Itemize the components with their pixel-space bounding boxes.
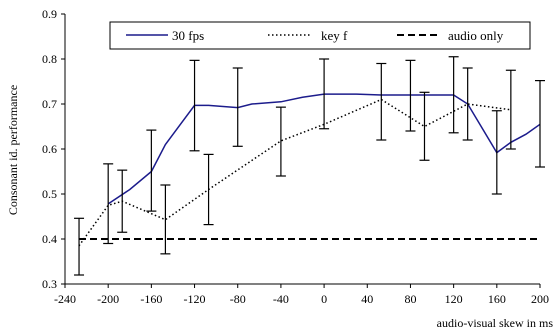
error-bar (535, 79, 545, 168)
error-bar (319, 58, 330, 130)
x-tick-label: 120 (445, 292, 463, 306)
x-tick-label: -160 (140, 292, 162, 306)
y-tick-label: 0.5 (42, 187, 57, 201)
error-bar (189, 59, 200, 152)
x-tick-label: -120 (184, 292, 206, 306)
y-axis-title: Consonant id. performance (6, 85, 20, 215)
x-tick-label: 160 (488, 292, 506, 306)
error-bar (232, 67, 243, 147)
x-tick-label: 80 (404, 292, 416, 306)
error-bar (275, 106, 286, 177)
legend-label-30fps: 30 fps (172, 28, 204, 43)
x-axis-title: audio-visual skew in ms (437, 316, 554, 330)
error-bar (505, 69, 516, 150)
error-bar (160, 184, 171, 255)
errorbar-layer (74, 56, 545, 276)
error-bar (405, 59, 416, 132)
series-keyf-line (78, 98, 511, 247)
x-tick-label: 200 (531, 292, 549, 306)
error-bar (74, 217, 85, 276)
legend-box (109, 21, 531, 50)
x-tick-label: 0 (321, 292, 327, 306)
x-ticks: -240 -200 -160 -120 -80 -40 0 40 80 120 160 200 (54, 284, 549, 306)
y-tick-label: 0.3 (42, 277, 57, 291)
x-tick-label: -200 (97, 292, 119, 306)
y-tick-label: 0.8 (42, 52, 57, 66)
error-bar (419, 91, 430, 161)
error-bar (103, 163, 114, 245)
y-tick-label: 0.6 (42, 142, 57, 156)
y-tick-label: 0.4 (42, 232, 57, 246)
x-tick-label: -80 (230, 292, 246, 306)
error-bar (448, 56, 459, 134)
error-bar (203, 153, 214, 226)
plot-frame (64, 14, 540, 285)
legend-label-keyf: key f (321, 28, 348, 43)
series-layer (78, 93, 541, 247)
error-bar (376, 62, 387, 141)
x-tick-label: -40 (273, 292, 289, 306)
y-ticks: 0.3 0.4 0.5 0.6 0.7 0.8 0.9 (42, 7, 65, 291)
error-bar (117, 169, 128, 233)
error-bar (146, 129, 157, 212)
x-tick-label: 40 (361, 292, 373, 306)
error-bar (491, 110, 502, 195)
y-tick-label: 0.9 (42, 7, 57, 21)
y-tick-label: 0.7 (42, 97, 57, 111)
x-tick-label: -240 (54, 292, 76, 306)
error-bar (462, 67, 473, 141)
legend: 30 fps key f audio only (109, 21, 531, 50)
legend-label-audio-only: audio only (448, 28, 504, 43)
